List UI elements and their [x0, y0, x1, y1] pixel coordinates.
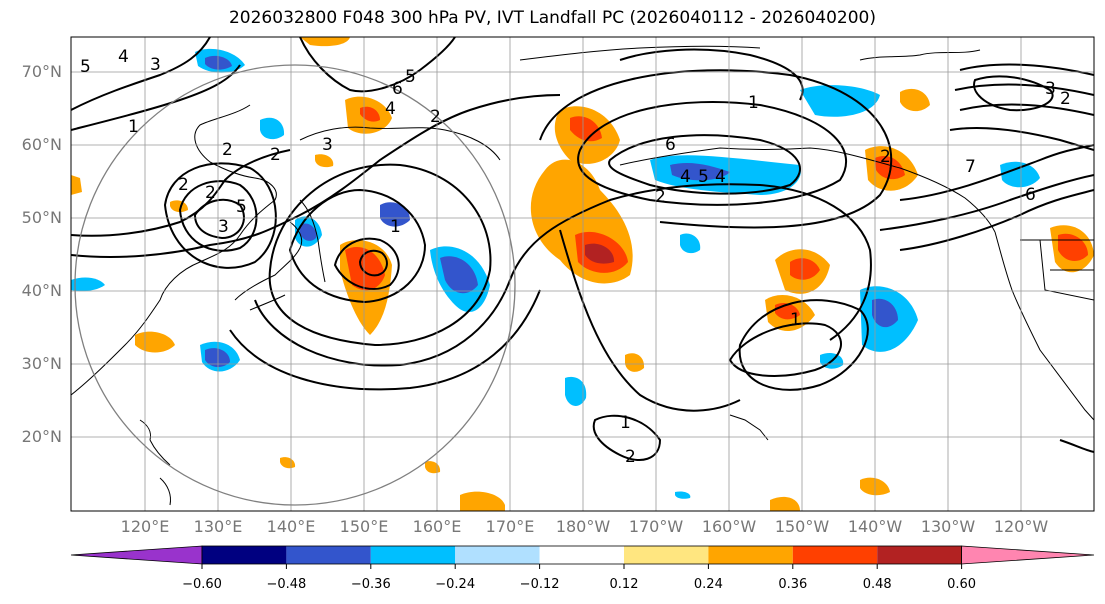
- svg-text:4: 4: [715, 167, 726, 187]
- map-title: 2026032800 F048 300 hPa PV, IVT Landfall…: [228, 8, 876, 28]
- svg-text:2: 2: [625, 447, 636, 467]
- lat-label: 70°N: [21, 62, 62, 81]
- lon-label: 140°W: [847, 517, 903, 536]
- contour-labels: 5 4 3 1 2 2 5 3 2 6 2 4 3 2 1 5 4 2 6 5 …: [80, 47, 1071, 467]
- region-circle: [74, 64, 516, 506]
- lon-label: 170°W: [628, 517, 684, 536]
- svg-text:1: 1: [390, 217, 401, 237]
- svg-text:2: 2: [880, 147, 891, 167]
- svg-text:4: 4: [118, 47, 129, 67]
- svg-text:2: 2: [205, 183, 216, 203]
- svg-text:4: 4: [385, 99, 396, 119]
- colorbar-tick-label: −0.36: [350, 577, 391, 592]
- colorbar-tick-label: −0.60: [182, 577, 222, 592]
- svg-text:1: 1: [620, 413, 631, 433]
- svg-text:3: 3: [150, 55, 161, 75]
- svg-text:6: 6: [665, 135, 676, 155]
- lat-label: 40°N: [21, 281, 62, 300]
- lat-label: 30°N: [21, 354, 62, 373]
- svg-text:5: 5: [405, 67, 416, 87]
- lon-label: 150°E: [339, 517, 389, 536]
- svg-text:1: 1: [748, 93, 759, 113]
- svg-text:2: 2: [222, 140, 233, 160]
- colorbar-tick-label: 0.36: [778, 577, 808, 592]
- lat-label: 20°N: [21, 427, 62, 446]
- svg-text:1: 1: [128, 117, 139, 137]
- lon-label: 130°W: [920, 517, 976, 536]
- pv-contours: [71, 37, 1094, 461]
- svg-text:5: 5: [80, 57, 91, 77]
- positive-anomaly-shading: [71, 37, 1094, 511]
- lon-label: 140°E: [266, 517, 316, 536]
- svg-text:2: 2: [655, 187, 666, 207]
- lon-label: 130°E: [193, 517, 243, 536]
- lon-label: 170°E: [485, 517, 535, 536]
- lon-label: 160°E: [412, 517, 462, 536]
- svg-text:6: 6: [1025, 185, 1036, 205]
- svg-text:2: 2: [1060, 89, 1071, 109]
- svg-text:6: 6: [392, 79, 403, 99]
- svg-text:5: 5: [236, 197, 247, 217]
- svg-text:3: 3: [1045, 79, 1056, 99]
- svg-text:2: 2: [178, 175, 189, 195]
- lon-label: 160°W: [701, 517, 757, 536]
- lat-label: 50°N: [21, 208, 62, 227]
- lon-label: 150°W: [774, 517, 830, 536]
- colorbar-tick-label: −0.24: [435, 577, 476, 592]
- lat-label: 60°N: [21, 135, 62, 154]
- lon-label: 120°W: [993, 517, 1049, 536]
- lon-label: 120°E: [120, 517, 170, 536]
- colorbar-tick-label: 0.12: [609, 577, 639, 592]
- lon-label: 180°W: [555, 517, 611, 536]
- svg-text:3: 3: [218, 217, 229, 237]
- colorbar: [70, 545, 1095, 569]
- svg-text:3: 3: [322, 135, 333, 155]
- colorbar-tick-label: 0.60: [947, 577, 977, 592]
- colorbar-tick-label: 0.48: [862, 577, 892, 592]
- svg-text:7: 7: [965, 157, 976, 177]
- svg-text:1: 1: [790, 310, 801, 330]
- svg-text:2: 2: [430, 107, 441, 127]
- colorbar-tick-label: 0.24: [693, 577, 723, 592]
- colorbar-tick-label: −0.48: [266, 577, 307, 592]
- svg-text:2: 2: [270, 145, 281, 165]
- colorbar-tick-label: −0.12: [519, 577, 560, 592]
- svg-text:4: 4: [680, 167, 691, 187]
- svg-text:5: 5: [698, 167, 709, 187]
